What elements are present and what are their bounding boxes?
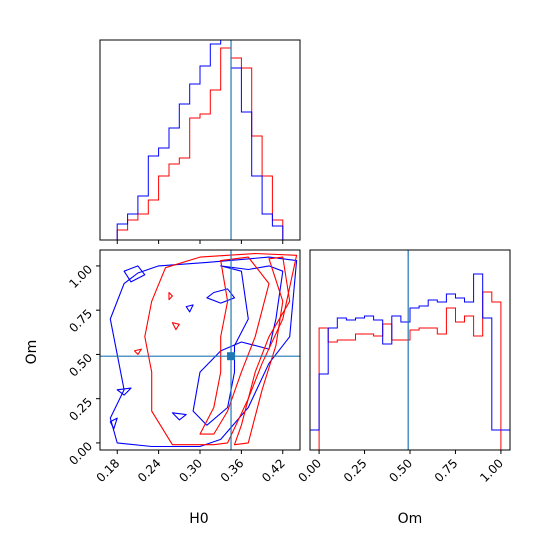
om-marginal-x-tick-label: 0.50 [386,456,415,485]
joint-red-contour [233,256,291,446]
h0-axis-label: H0 [189,511,208,527]
om-marginal-x-tick-label: 1.00 [477,456,506,485]
om-marginal-x-tick-label: 0.00 [295,456,324,485]
joint-blue-contour [171,412,187,421]
om-marginal-red-histogram [310,291,510,451]
joint-red-contour [133,348,142,355]
h0-marginal-blue-histogram [116,39,284,240]
om-axis-label: Om [24,340,40,365]
joint-red-contour [144,252,298,446]
joint-blue-contour [185,304,194,313]
om-marginal-panel: 0.00 0.25 0.50 0.75 1.00 [295,249,511,485]
om-marginal-frame [309,249,511,451]
joint-y-tick-label: 0.75 [66,306,95,335]
joint-blue-contour [109,417,118,430]
joint-blue-contour [116,387,132,396]
joint-blue-contour [123,265,146,283]
joint-blue-contour [192,265,284,426]
h0-om-joint-panel: 0.18 0.24 0.30 0.36 0.42 0.00 0.25 0.50 0.75 1.00 [66,249,301,485]
joint-truth-marker [227,352,236,361]
joint-x-tick-label: 0.30 [176,456,205,485]
h0-marginal-red-histogram [116,47,284,240]
joint-y-tick-label: 0.50 [66,351,95,380]
om-marginal-x-tick-label: 0.25 [341,456,370,485]
om-marginal-x-tick-label: 0.75 [432,456,461,485]
joint-blue-contour [109,256,298,448]
joint-blue-contour [206,288,236,304]
om-marginal-blue-histogram [309,273,511,450]
joint-x-tick-label: 0.24 [135,456,164,485]
h0-marginal-panel [99,39,301,244]
joint-x-tick-label: 0.18 [94,456,123,485]
joint-red-contour [168,291,173,301]
joint-y-tick-label: 1.00 [66,262,95,291]
joint-y-tick-label: 0.00 [66,439,95,468]
joint-y-tick-label: 0.25 [66,395,95,424]
joint-red-contour [171,322,180,331]
joint-red-contour [199,256,270,435]
joint-contours [109,252,298,448]
joint-x-tick-label: 0.42 [259,456,288,485]
om-x-axis-label: Om [398,511,423,527]
joint-x-tick-label: 0.36 [218,456,247,485]
